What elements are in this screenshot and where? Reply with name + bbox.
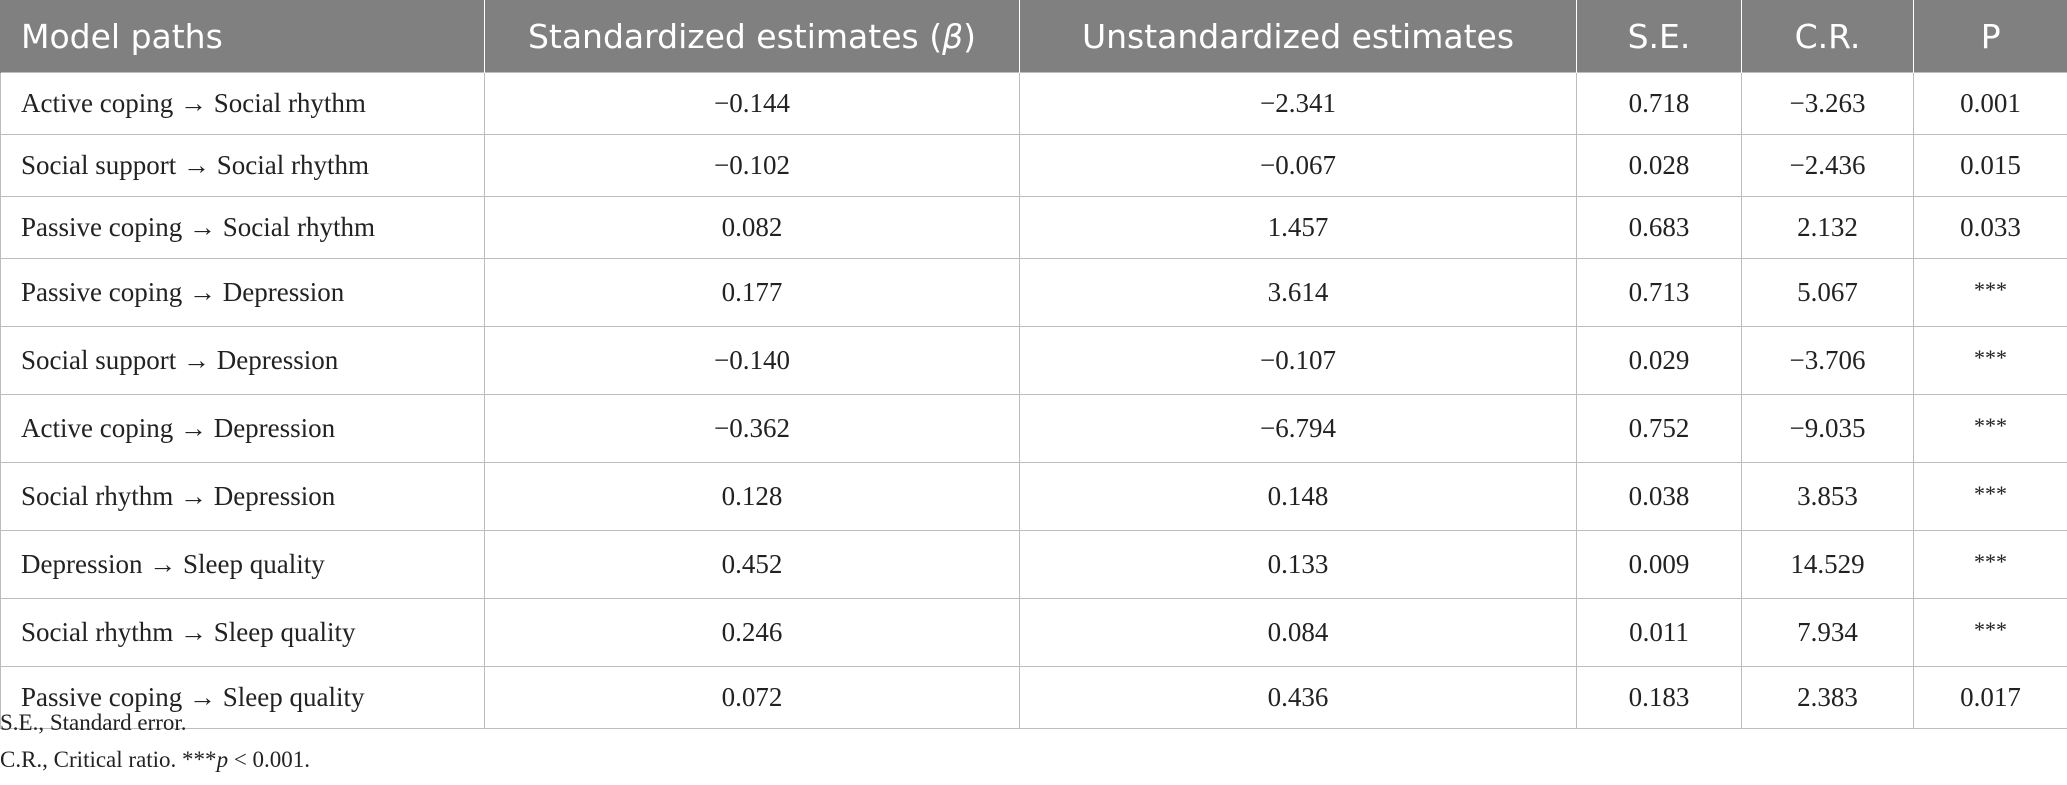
cell-se: 0.038 <box>1576 462 1742 531</box>
cell-se: 0.011 <box>1576 598 1742 667</box>
table-row: Social support → Social rhythm −0.102 −0… <box>0 134 2067 197</box>
cell-standardized: −0.362 <box>484 394 1020 463</box>
header-beta-close: ) <box>963 16 977 56</box>
table-row: Passive coping → Depression 0.177 3.614 … <box>0 258 2067 327</box>
cell-unstandardized: −2.341 <box>1019 72 1577 135</box>
cell-cr: −9.035 <box>1741 394 1914 463</box>
cell-cr: 2.132 <box>1741 196 1914 259</box>
cell-se: 0.683 <box>1576 196 1742 259</box>
cell-standardized: 0.072 <box>484 666 1020 729</box>
cell-cr: 5.067 <box>1741 258 1914 327</box>
header-standardized-label: Standardized estimates ( <box>527 16 943 56</box>
cell-model-path: Social rhythm → Sleep quality <box>0 598 485 667</box>
cell-standardized: 0.246 <box>484 598 1020 667</box>
header-unstandardized-estimates: Unstandardized estimates <box>1019 0 1577 73</box>
cell-p: *** <box>1913 598 2067 667</box>
cell-se: 0.009 <box>1576 530 1742 599</box>
cell-unstandardized: 0.436 <box>1019 666 1577 729</box>
cell-model-path: Active coping → Depression <box>0 394 485 463</box>
cell-standardized: −0.102 <box>484 134 1020 197</box>
cell-model-path: Depression → Sleep quality <box>0 530 485 599</box>
cell-p: 0.017 <box>1913 666 2067 729</box>
cell-p: *** <box>1913 462 2067 531</box>
cell-p: 0.001 <box>1913 72 2067 135</box>
cell-model-path: Passive coping → Depression <box>0 258 485 327</box>
cell-cr: −3.706 <box>1741 326 1914 395</box>
cell-p: *** <box>1913 326 2067 395</box>
table-row: Active coping → Depression −0.362 −6.794… <box>0 394 2067 463</box>
footnote-se: S.E., Standard error. <box>0 710 187 735</box>
table-row: Passive coping → Social rhythm 0.082 1.4… <box>0 196 2067 259</box>
cell-standardized: 0.082 <box>484 196 1020 259</box>
table-header: Model paths Standardized estimates (β) U… <box>0 0 2067 73</box>
cell-unstandardized: −6.794 <box>1019 394 1577 463</box>
cell-unstandardized: 3.614 <box>1019 258 1577 327</box>
cell-unstandardized: −0.067 <box>1019 134 1577 197</box>
cell-model-path: Passive coping → Social rhythm <box>0 196 485 259</box>
cell-unstandardized: 0.148 <box>1019 462 1577 531</box>
cell-cr: 7.934 <box>1741 598 1914 667</box>
cell-model-path: Social support → Depression <box>0 326 485 395</box>
header-p: P <box>1913 0 2067 73</box>
header-cr: C.R. <box>1741 0 1914 73</box>
cell-se: 0.183 <box>1576 666 1742 729</box>
cell-se: 0.752 <box>1576 394 1742 463</box>
cell-se: 0.718 <box>1576 72 1742 135</box>
footnote-cr-suffix: < 0.001. <box>228 747 311 772</box>
cell-model-path: Social support → Social rhythm <box>0 134 485 197</box>
cell-se: 0.713 <box>1576 258 1742 327</box>
cell-cr: 2.383 <box>1741 666 1914 729</box>
table-row: Social rhythm → Sleep quality 0.246 0.08… <box>0 598 2067 667</box>
cell-model-path: Social rhythm → Depression <box>0 462 485 531</box>
header-model-paths: Model paths <box>0 0 485 73</box>
table-row: Social rhythm → Depression 0.128 0.148 0… <box>0 462 2067 531</box>
cell-unstandardized: −0.107 <box>1019 326 1577 395</box>
cell-cr: −3.263 <box>1741 72 1914 135</box>
cell-unstandardized: 0.133 <box>1019 530 1577 599</box>
footnote-cr-prefix: C.R., Critical ratio. *** <box>0 747 217 772</box>
table-body: Active coping → Social rhythm −0.144 −2.… <box>0 72 2067 729</box>
header-row: Model paths Standardized estimates (β) U… <box>0 0 2067 73</box>
table-row: Social support → Depression −0.140 −0.10… <box>0 326 2067 395</box>
cell-cr: 14.529 <box>1741 530 1914 599</box>
cell-p: 0.015 <box>1913 134 2067 197</box>
cell-cr: 3.853 <box>1741 462 1914 531</box>
footnote-cr: C.R., Critical ratio. ***p < 0.001. <box>0 741 310 778</box>
cell-model-path: Passive coping → Sleep quality <box>0 666 485 729</box>
table-row: Depression → Sleep quality 0.452 0.133 0… <box>0 530 2067 599</box>
cell-standardized: −0.144 <box>484 72 1020 135</box>
header-standardized-estimates: Standardized estimates (β) <box>484 0 1020 73</box>
cell-standardized: 0.452 <box>484 530 1020 599</box>
cell-standardized: 0.177 <box>484 258 1020 327</box>
results-table-container: Model paths Standardized estimates (β) U… <box>0 0 2067 729</box>
cell-p: *** <box>1913 530 2067 599</box>
table-row: Passive coping → Sleep quality 0.072 0.4… <box>0 666 2067 729</box>
table-footnotes: S.E., Standard error. C.R., Critical rat… <box>0 704 310 778</box>
cell-unstandardized: 0.084 <box>1019 598 1577 667</box>
cell-se: 0.029 <box>1576 326 1742 395</box>
cell-p: *** <box>1913 394 2067 463</box>
footnote-cr-p: p <box>216 747 229 772</box>
header-beta-symbol: β <box>942 16 964 56</box>
header-se: S.E. <box>1576 0 1742 73</box>
cell-standardized: 0.128 <box>484 462 1020 531</box>
cell-cr: −2.436 <box>1741 134 1914 197</box>
cell-unstandardized: 1.457 <box>1019 196 1577 259</box>
cell-p: 0.033 <box>1913 196 2067 259</box>
cell-p: *** <box>1913 258 2067 327</box>
cell-standardized: −0.140 <box>484 326 1020 395</box>
cell-model-path: Active coping → Social rhythm <box>0 72 485 135</box>
model-paths-table: Model paths Standardized estimates (β) U… <box>0 0 2067 729</box>
table-row: Active coping → Social rhythm −0.144 −2.… <box>0 72 2067 135</box>
cell-se: 0.028 <box>1576 134 1742 197</box>
